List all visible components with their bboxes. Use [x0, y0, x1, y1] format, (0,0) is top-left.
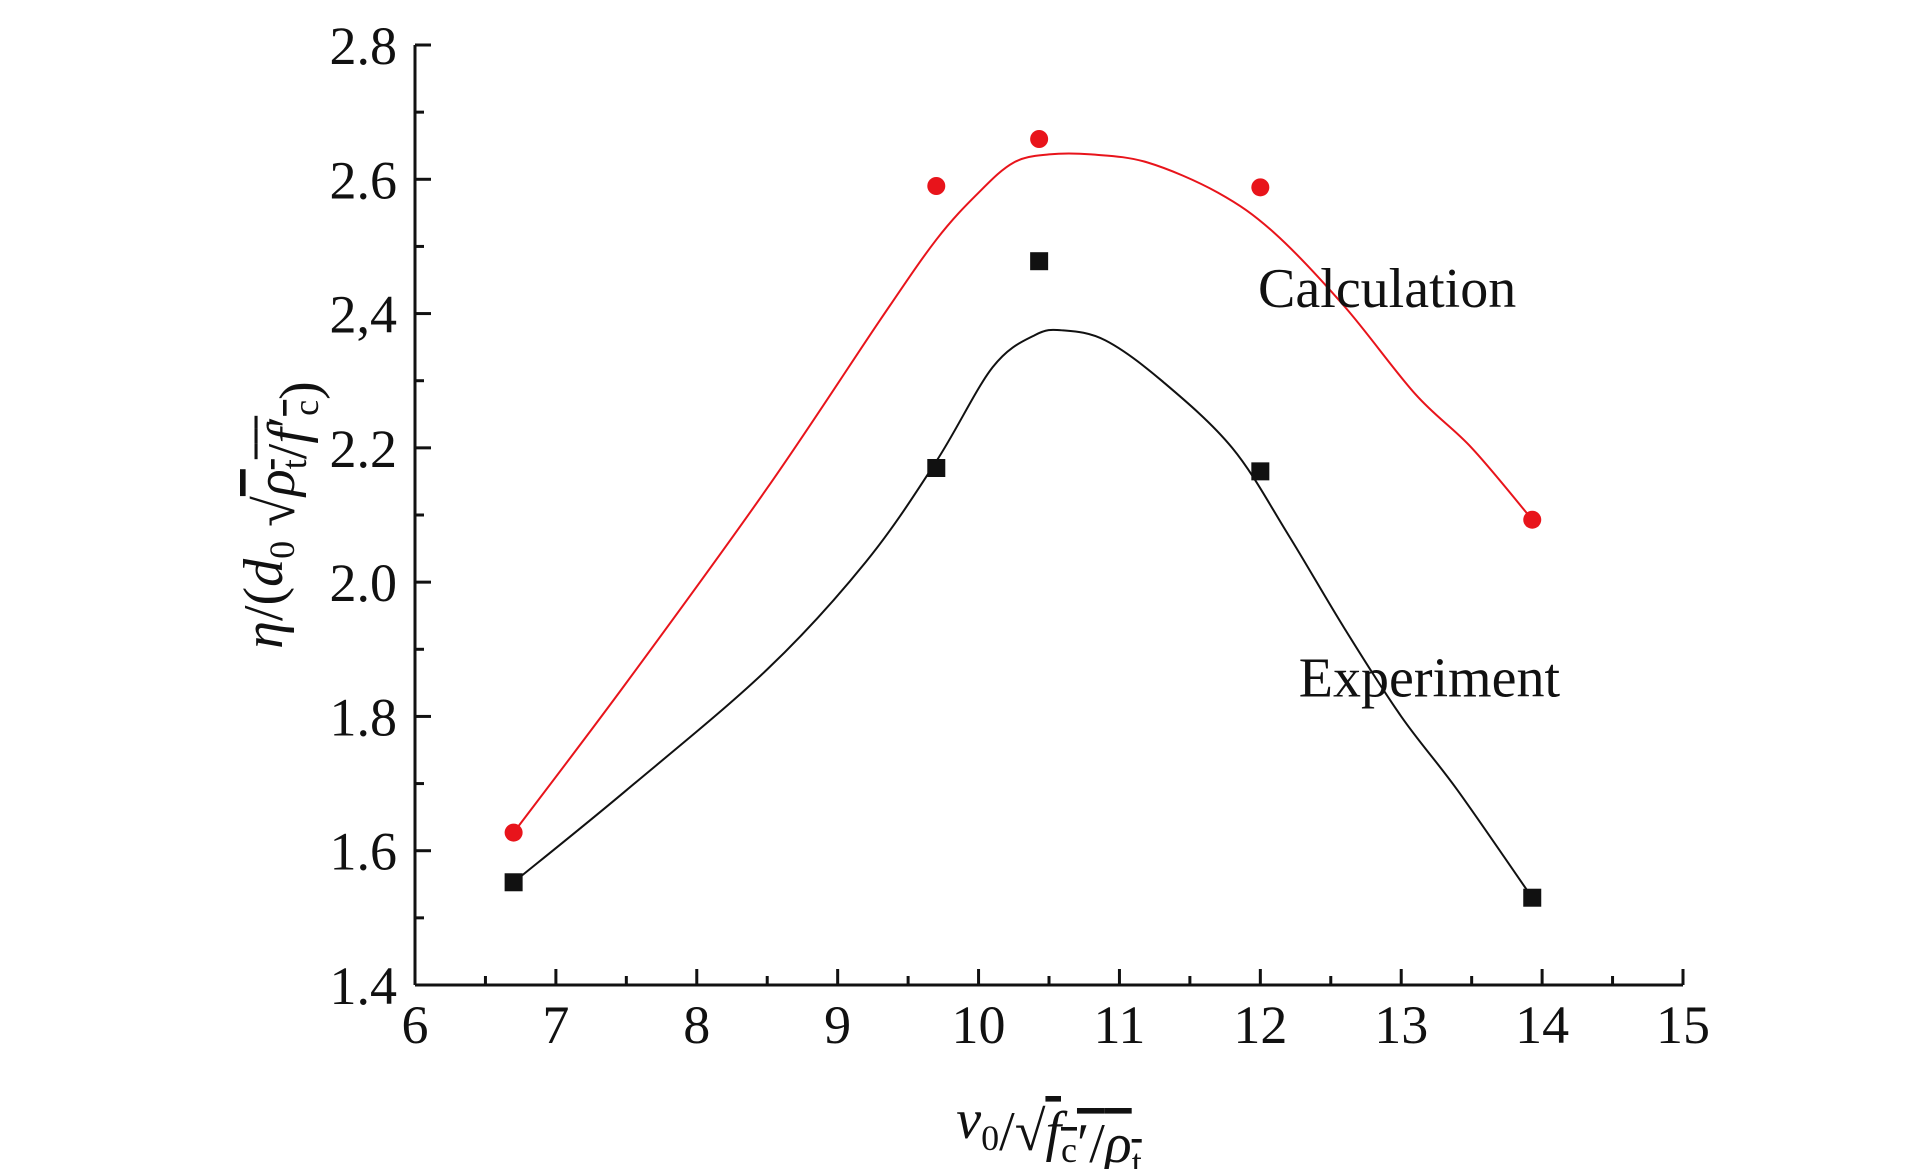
x-tick-label: 9 [824, 995, 851, 1055]
experiment-point [1251, 462, 1270, 481]
y-tick-label: 2.8 [330, 16, 398, 76]
calculation-point [1523, 510, 1542, 529]
experiment-label: Experiment [1299, 647, 1561, 709]
calculation-point [504, 823, 523, 842]
y-tick-label: 1.8 [330, 687, 398, 747]
calculation-label: Calculation [1258, 258, 1516, 320]
x-tick-label: 14 [1515, 995, 1569, 1055]
x-tick-label: 15 [1656, 995, 1710, 1055]
y-tick-label: 1.4 [330, 956, 398, 1016]
x-axis-title: v0/√fc′/ρt [956, 1089, 1141, 1169]
data-points [504, 130, 1542, 907]
calculation-point [1030, 130, 1049, 148]
axes: 6 7 8 9 10 11 12 13 14 15 1.4 1.6 1.8 2.0 2.2 2,4 2.6 2.8 [330, 16, 1711, 1055]
x-tick-label: 7 [542, 995, 569, 1055]
experiment-fit-curve [512, 328, 1534, 899]
x-tick-label: 8 [683, 995, 710, 1055]
x-tick-label: 13 [1374, 995, 1428, 1055]
calculation-point [927, 177, 946, 195]
calculation-point [1251, 178, 1270, 197]
experiment-point [927, 459, 946, 477]
y-tick-label: 1.6 [330, 822, 398, 882]
y-tick-label: 2.2 [330, 419, 398, 479]
calculation-fit-curve [512, 152, 1533, 834]
y-tick-label: 2.0 [330, 553, 398, 613]
experiment-point [1030, 252, 1049, 271]
y-tick-label: 2.6 [330, 150, 398, 210]
x-tick-label: 12 [1233, 995, 1287, 1055]
x-tick-label: 11 [1093, 995, 1145, 1055]
y-tick-label: 2,4 [330, 285, 398, 345]
x-tick-label: 6 [402, 995, 429, 1055]
experiment-point [1523, 888, 1542, 907]
x-tick-label: 10 [952, 995, 1006, 1055]
fit-curves [512, 152, 1534, 899]
series-labels: Calculation Experiment [1258, 258, 1560, 709]
y-axis-title: η/(d0 √ρt/f′c) [233, 381, 331, 649]
experiment-point [504, 873, 523, 892]
